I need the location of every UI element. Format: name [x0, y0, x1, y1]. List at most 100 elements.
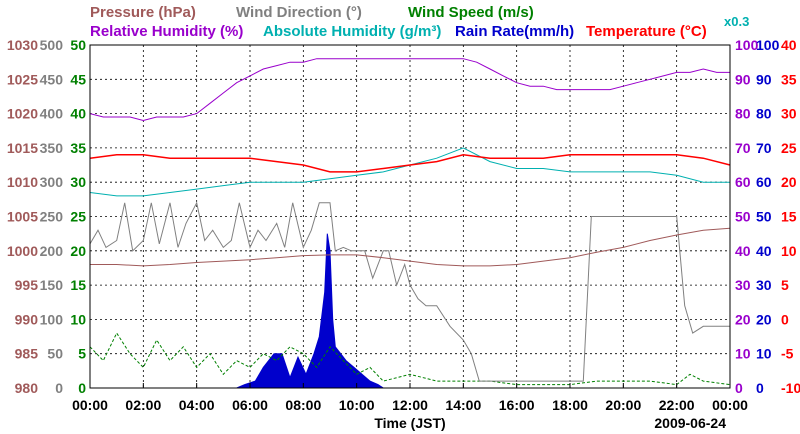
y-tick-temperature: 40	[781, 37, 797, 53]
y-tick-temperature: 25	[781, 140, 797, 156]
y-tick-wind-direction: 350	[40, 140, 64, 156]
y-axes: 9809859909951000100510101015102010251030…	[7, 37, 800, 396]
x-tick-label: 16:00	[499, 397, 535, 413]
y-tick-humidity: 60	[735, 174, 751, 190]
x-tick-label: 06:00	[232, 397, 268, 413]
series-humidity	[89, 58, 730, 122]
y-tick-rain: 90	[756, 71, 772, 87]
y-tick-wind-direction: 0	[55, 380, 63, 396]
y-tick-humidity: 90	[735, 71, 751, 87]
legend-pressure: Pressure (hPa)	[90, 4, 196, 21]
y-tick-temperature: 5	[781, 277, 789, 293]
y-tick-pressure: 1030	[7, 37, 38, 53]
y-tick-wind-direction: 100	[40, 311, 64, 327]
series-wind-speed	[89, 332, 731, 386]
y-tick-pressure: 1010	[7, 174, 38, 190]
legend-wind-direction: Wind Direction (°)	[236, 4, 362, 21]
x-tick-label: 12:00	[392, 397, 428, 413]
x-axis-title: Time (JST)	[374, 415, 445, 431]
x-tick-label: 00:00	[712, 397, 748, 413]
y-tick-humidity: 70	[735, 140, 751, 156]
y-tick-wind-speed: 0	[78, 380, 86, 396]
x-tick-label: 22:00	[659, 397, 695, 413]
y-tick-pressure: 1025	[7, 71, 38, 87]
y-tick-wind-speed: 30	[70, 174, 86, 190]
y-tick-wind-speed: 35	[70, 140, 86, 156]
y-tick-rain: 20	[756, 311, 772, 327]
x-tick-label: 00:00	[72, 397, 108, 413]
y-tick-humidity: 80	[735, 106, 751, 122]
y-tick-rain: 40	[756, 243, 772, 259]
x-tick-label: 08:00	[285, 397, 321, 413]
y-tick-wind-speed: 5	[78, 346, 86, 362]
legend-rain: Rain Rate(mm/h)	[455, 23, 574, 40]
legend-humidity: Relative Humidity (%)	[90, 23, 243, 40]
y-tick-temperature: -10	[781, 380, 800, 396]
y-tick-temperature: 10	[781, 243, 797, 259]
y-tick-temperature: 35	[781, 71, 797, 87]
y-tick-pressure: 990	[15, 311, 39, 327]
y-tick-wind-speed: 15	[70, 277, 86, 293]
y-tick-humidity: 30	[735, 277, 751, 293]
legend-row-1: Pressure (hPa) Wind Direction (°) Wind S…	[90, 4, 534, 21]
x-tick-label: 02:00	[125, 397, 161, 413]
y-tick-wind-speed: 20	[70, 243, 86, 259]
y-tick-humidity: 100	[735, 37, 759, 53]
y-tick-temperature: 0	[781, 311, 789, 327]
y-tick-wind-direction: 150	[40, 277, 64, 293]
y-tick-wind-speed: 10	[70, 311, 86, 327]
legend-row-2: Relative Humidity (%) Absolute Humidity …	[90, 14, 749, 40]
y-tick-humidity: 20	[735, 311, 751, 327]
y-tick-humidity: 10	[735, 346, 751, 362]
series-rain-rate	[90, 233, 730, 389]
y-tick-humidity: 40	[735, 243, 751, 259]
y-tick-pressure: 1005	[7, 209, 38, 225]
y-tick-wind-speed: 45	[70, 71, 86, 87]
series-temperature	[89, 154, 731, 173]
y-tick-rain: 80	[756, 106, 772, 122]
legend-abs-humidity-scale: x0.3	[724, 14, 749, 29]
y-tick-wind-direction: 400	[40, 106, 64, 122]
y-tick-pressure: 980	[15, 380, 39, 396]
y-tick-wind-direction: 200	[40, 243, 64, 259]
x-tick-label: 14:00	[445, 397, 481, 413]
y-tick-rain: 100	[756, 37, 780, 53]
y-tick-pressure: 985	[15, 346, 39, 362]
series-pressure	[90, 227, 731, 267]
date-label: 2009-06-24	[654, 415, 726, 431]
x-tick-label: 10:00	[339, 397, 375, 413]
y-tick-pressure: 1015	[7, 140, 38, 156]
y-tick-temperature: 30	[781, 106, 797, 122]
y-tick-temperature: 15	[781, 209, 797, 225]
legend-temperature: Temperature (°C)	[586, 23, 707, 40]
legend-abs-humidity: Absolute Humidity (g/m³)	[263, 23, 441, 40]
series-layer	[89, 58, 731, 389]
y-tick-pressure: 1020	[7, 106, 38, 122]
x-tick-label: 18:00	[552, 397, 588, 413]
legend-wind-speed: Wind Speed (m/s)	[408, 4, 534, 21]
y-tick-pressure: 995	[15, 277, 39, 293]
y-tick-rain: 60	[756, 174, 772, 190]
x-ticks: 00:00 02:00 04:00 06:00 08:00 10:00 12:00 14:00…	[72, 383, 748, 413]
y-tick-wind-direction: 250	[40, 209, 64, 225]
y-tick-wind-direction: 500	[40, 37, 64, 53]
y-tick-humidity: 50	[735, 209, 751, 225]
y-tick-humidity: 0	[735, 380, 743, 396]
y-tick-wind-speed: 25	[70, 209, 86, 225]
x-tick-label: 04:00	[179, 397, 215, 413]
y-tick-rain: 10	[756, 346, 772, 362]
y-tick-wind-direction: 450	[40, 71, 64, 87]
y-tick-pressure: 1000	[7, 243, 38, 259]
y-tick-rain: 30	[756, 277, 772, 293]
y-tick-temperature: 20	[781, 174, 797, 190]
y-tick-wind-direction: 300	[40, 174, 64, 190]
y-tick-rain: 0	[756, 380, 764, 396]
x-tick-label: 20:00	[605, 397, 641, 413]
y-tick-rain: 50	[756, 209, 772, 225]
y-tick-temperature: -5	[781, 346, 794, 362]
y-tick-rain: 70	[756, 140, 772, 156]
y-tick-wind-speed: 50	[70, 37, 86, 53]
y-tick-wind-direction: 50	[47, 346, 63, 362]
y-tick-wind-speed: 40	[70, 106, 86, 122]
